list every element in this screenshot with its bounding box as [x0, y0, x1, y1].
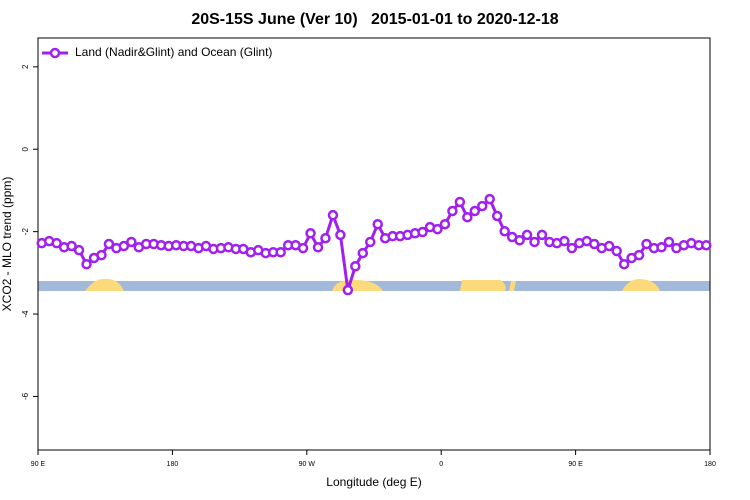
x-tick-label: 90 E: [568, 461, 583, 468]
data-point: [96, 249, 107, 261]
data-point: [275, 246, 286, 258]
data-point: [491, 210, 503, 222]
data-point: [312, 242, 324, 253]
data-point: [350, 260, 361, 272]
data-point: [656, 242, 667, 253]
x-tick-label: 90 E: [31, 461, 46, 468]
data-point: [663, 236, 675, 248]
y-tick-label: -6: [21, 392, 30, 400]
data-point: [81, 258, 92, 270]
data-point: [618, 258, 630, 270]
legend-label: Land (Nadir&Glint) and Ocean (Glint): [75, 45, 272, 59]
data-point: [372, 218, 383, 230]
data-point: [454, 196, 466, 208]
data-point: [529, 236, 540, 248]
data-point: [365, 236, 376, 248]
data-point: [305, 228, 316, 239]
data-point: [439, 218, 451, 230]
data-point: [469, 205, 481, 217]
x-tick-label: 180: [167, 461, 179, 468]
x-tick-label: 90 W: [299, 461, 316, 468]
data-point: [611, 245, 622, 257]
data-point: [447, 205, 458, 217]
data-point: [701, 239, 712, 251]
data-point: [432, 223, 443, 235]
data-point: [462, 211, 473, 223]
data-point: [536, 229, 548, 241]
data-point: [521, 229, 533, 241]
land-segment: [509, 281, 516, 291]
data-point: [499, 225, 510, 237]
data-point: [320, 232, 331, 244]
x-axis-label: Longitude (deg E): [326, 475, 421, 489]
land-segment: [622, 279, 660, 291]
data-point: [51, 237, 62, 249]
data-point: [589, 238, 600, 250]
data-point: [103, 238, 115, 250]
data-point: [357, 247, 369, 259]
data-point: [514, 235, 525, 246]
data-point: [327, 209, 339, 221]
data-point: [118, 240, 130, 252]
data-point: [335, 229, 346, 241]
x-tick-label: 180: [704, 461, 716, 468]
data-point: [126, 236, 137, 248]
data-point: [66, 240, 77, 252]
data-point: [417, 226, 428, 238]
x-tick-label: 0: [439, 461, 443, 468]
data-point: [73, 244, 85, 256]
data-point: [603, 240, 615, 252]
land-segment: [460, 280, 506, 291]
y-tick-label: -4: [21, 310, 30, 318]
data-point: [297, 242, 309, 254]
data-point: [477, 200, 488, 212]
chart-title: 20S-15S June (Ver 10) 2015-01-01 to 2020…: [191, 11, 558, 28]
data-point: [566, 242, 578, 254]
y-tick-label: -2: [21, 228, 30, 236]
data-point: [559, 235, 570, 247]
legend: Land (Nadir&Glint) and Ocean (Glint): [42, 45, 272, 59]
data-point: [484, 193, 495, 205]
data-point: [641, 238, 652, 250]
data-point: [342, 284, 354, 296]
data-point: [633, 249, 645, 261]
y-axis-label: XCO2 - MLO trend (ppm): [0, 177, 14, 312]
legend-marker: [49, 47, 61, 59]
y-tick-label: 2: [21, 64, 30, 69]
land-segment: [85, 278, 124, 291]
y-tick-label: 0: [21, 146, 30, 151]
